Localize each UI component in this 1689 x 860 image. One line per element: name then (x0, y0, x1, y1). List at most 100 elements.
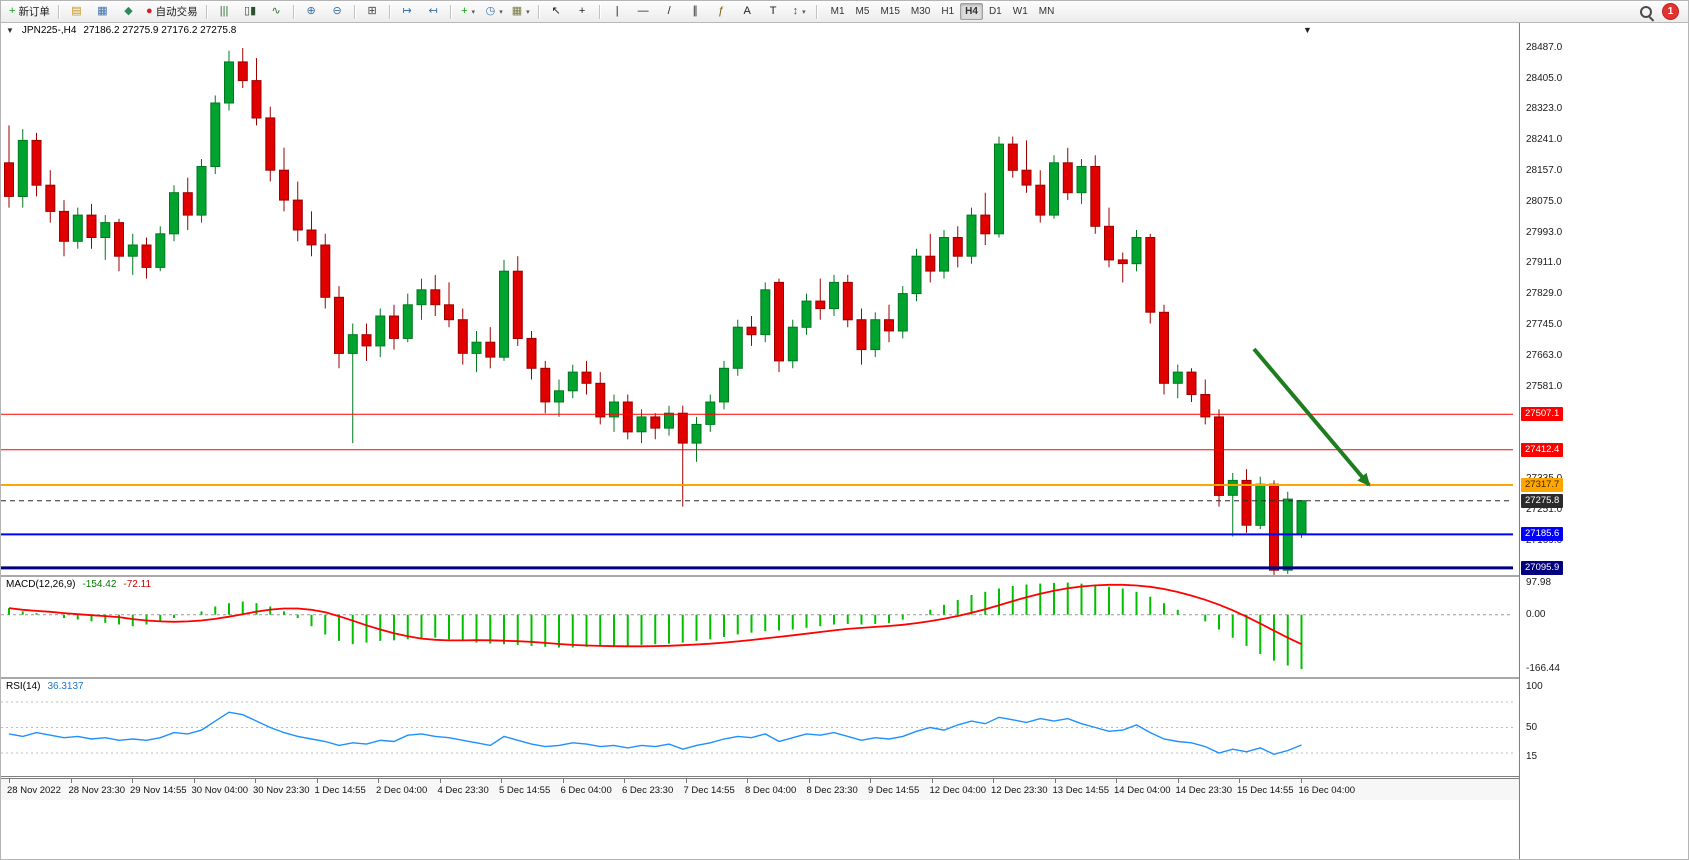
tile-windows-button[interactable]: ⊞ (360, 2, 385, 21)
time-axis-label: 29 Nov 14:55 (130, 785, 187, 796)
template-button[interactable]: ▦ ▾ (508, 2, 534, 21)
text-label-icon: T (769, 5, 777, 17)
timeframe-d1[interactable]: D1 (988, 6, 1002, 17)
timeframe-m30[interactable]: M30 (910, 6, 931, 17)
time-axis-tick (193, 779, 195, 783)
vertical-line-icon: | (615, 5, 619, 17)
timeframe-h1[interactable]: H1 (941, 6, 955, 17)
template-button-dropdown-arrow[interactable]: ▾ (526, 8, 530, 16)
trendline-button[interactable]: / (657, 2, 682, 21)
main-toolbar: + 新订单 ▤ ▦ ◆ ● 自动交易 ||| ▯▮ ∿ ⊕ ⊖ ⊞ ↦ ↤ + ▾ ◷ ▾ ▦ ▾ ↖ + | — / ∥ ƒ A T ↕ ▾… (1, 1, 1688, 23)
toolbar-separator (449, 4, 452, 19)
timeframe-m15[interactable]: M15 (880, 6, 900, 17)
horizontal-line-button[interactable]: — (631, 2, 656, 21)
candlestick-chart[interactable] (1, 23, 1513, 575)
rsi-pane[interactable]: RSI(14) 36.3137 (1, 679, 1519, 777)
one-click-trading-toggle[interactable]: ▼ (6, 26, 14, 35)
vertical-line-button[interactable]: | (605, 2, 630, 21)
chart-shift-marker-icon[interactable]: ▼ (1303, 25, 1312, 35)
time-axis-tick (316, 779, 318, 783)
timeframe-m1[interactable]: M1 (830, 6, 845, 17)
timeframe-mn[interactable]: MN (1038, 6, 1055, 17)
chart-workspace: ▼ JPN225-,H4 27186.2 27275.9 27176.2 272… (1, 23, 1688, 859)
auto-scroll-button[interactable]: ↦ (395, 2, 420, 21)
rsi-axis-tick: 50 (1526, 722, 1538, 733)
add-indicator-button-dropdown-arrow[interactable]: ▾ (471, 8, 476, 16)
time-axis-tick (1054, 779, 1056, 783)
line-chart-icon: ∿ (271, 5, 281, 17)
zoom-out-button[interactable]: ⊖ (325, 2, 350, 21)
text-button[interactable]: A (735, 2, 760, 21)
market-watch-button[interactable]: ▤ (64, 2, 89, 21)
autotrading-button[interactable]: ● 自动交易 (142, 2, 202, 21)
auto-scroll-icon: ↦ (402, 5, 412, 17)
price-axis-tick: 27911.0 (1526, 257, 1562, 269)
time-axis[interactable]: 28 Nov 2022 28 Nov 23:30 29 Nov 14:55 30 No… (1, 778, 1519, 800)
macd-label: MACD(12,26,9) (6, 579, 76, 590)
new-order-icon: + (9, 5, 16, 17)
rsi-header: RSI(14) 36.3137 (6, 681, 84, 692)
data-window-button[interactable]: ▦ (90, 2, 115, 21)
new-order-button[interactable]: + 新订单 (5, 2, 54, 21)
cursor-arrow-icon: ↖ (551, 5, 561, 17)
price-axis-tick: 28487.0 (1526, 42, 1563, 53)
fibonacci-button[interactable]: ƒ (709, 2, 734, 21)
template-icon: ▦ (511, 5, 523, 17)
cursor-button[interactable]: ↖ (544, 2, 569, 21)
macd-chart (1, 582, 1513, 670)
rsi-chart (1, 701, 1513, 756)
line-chart-button[interactable]: ∿ (264, 2, 289, 21)
time-axis-tick (808, 779, 810, 783)
macd-main-value: -154.42 (82, 579, 117, 590)
bar-chart-button[interactable]: ||| (212, 2, 237, 21)
periodicity-button[interactable]: ◷ ▾ (482, 2, 507, 21)
arrows-button[interactable]: ↕ ▾ (787, 2, 812, 21)
time-axis-label: 8 Dec 23:30 (806, 785, 858, 796)
timeframe-w1[interactable]: W1 (1012, 6, 1028, 17)
price-axis-tick: 28241.0 (1526, 134, 1563, 145)
zoom-in-icon: ⊕ (306, 5, 316, 17)
text-label-button[interactable]: T (761, 2, 786, 21)
plot-area: ▼ JPN225-,H4 27186.2 27275.9 27176.2 272… (1, 23, 1519, 859)
time-axis-tick (70, 779, 72, 783)
time-axis-tick (132, 779, 133, 783)
time-axis-tick (747, 779, 748, 783)
rsi-axis-tick: 15 (1526, 750, 1538, 762)
price-axis-tick: 27581.0 (1526, 380, 1563, 392)
price-chart-pane[interactable]: ▼ JPN225-,H4 27186.2 27275.9 27176.2 272… (1, 23, 1519, 577)
crosshair-button[interactable]: + (570, 2, 595, 21)
candlestick-chart-button[interactable]: ▯▮ (238, 2, 263, 21)
periodicity-button-dropdown-arrow[interactable]: ▾ (499, 8, 503, 16)
bar-chart-icon: ||| (219, 5, 229, 17)
arrows-button-dropdown-arrow[interactable]: ▾ (802, 8, 806, 16)
search-icon[interactable] (1638, 4, 1654, 20)
time-axis-tick (255, 779, 256, 783)
zoom-in-button[interactable]: ⊕ (299, 2, 324, 21)
macd-axis-tick: -166.44 (1526, 663, 1560, 675)
navigator-button[interactable]: ◆ (116, 2, 141, 21)
timeframe-h4[interactable]: H4 (960, 3, 983, 20)
price-axis[interactable]: 28487.0 28405.0 28323.0 28241.0 28157.0 28075… (1519, 23, 1688, 859)
price-axis-tick: 28323.0 (1526, 103, 1563, 115)
market-watch-icon: ▤ (71, 5, 82, 17)
notification-badge[interactable]: 1 (1663, 4, 1678, 19)
channel-button[interactable]: ∥ (683, 2, 708, 21)
navigator-icon: ◆ (124, 5, 133, 17)
tile-windows-icon: ⊞ (367, 5, 377, 17)
add-indicator-button[interactable]: + ▾ (456, 2, 481, 21)
macd-axis-tick: 97.98 (1526, 576, 1552, 588)
trendline-icon: / (667, 5, 671, 17)
support-1-price-badge: 27185.6 (1521, 527, 1564, 542)
timeframe-m5[interactable]: M5 (855, 6, 870, 17)
toolbar-separator (598, 4, 601, 19)
time-axis-label: 12 Dec 04:00 (929, 785, 987, 796)
price-axis-tick: 27993.0 (1526, 226, 1563, 238)
macd-pane[interactable]: MACD(12,26,9) -154.42 -72.11 (1, 577, 1519, 679)
chart-shift-button[interactable]: ↤ (421, 2, 446, 21)
crosshair-icon: + (578, 5, 586, 17)
time-axis-label: 7 Dec 14:55 (683, 785, 735, 796)
time-axis-tick (1116, 779, 1117, 783)
add-indicator-icon: + (461, 5, 468, 17)
time-axis-tick (931, 779, 933, 783)
time-axis-tick (562, 779, 564, 783)
